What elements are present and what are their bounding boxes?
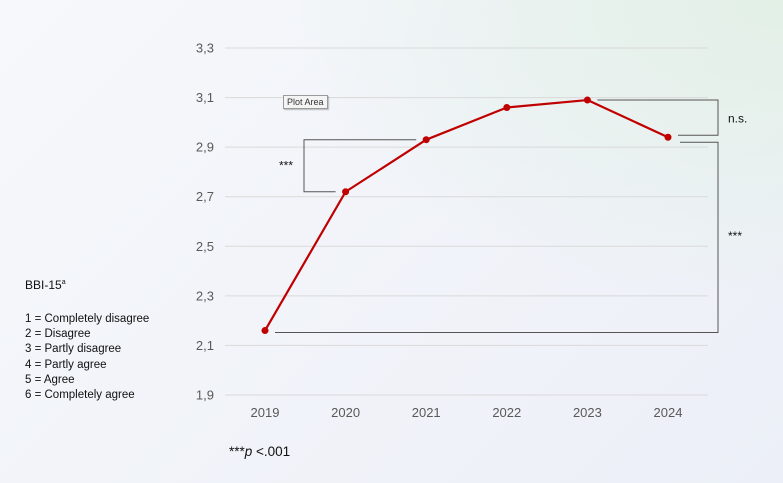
legend-item: 2 = Disagree: [25, 328, 91, 341]
significance-note: ***p <.001: [229, 444, 291, 459]
bracket-2020-2021: [303, 139, 417, 193]
data-series: [261, 96, 672, 335]
legend-item: 1 = Completely disagree: [25, 313, 150, 325]
data-point-2019: [261, 327, 269, 335]
y-tick-label: 2,5: [196, 239, 214, 254]
series-line: [264, 98, 669, 332]
data-point-2023: [583, 96, 591, 104]
bracket-label-2023-2024: n.s.: [728, 112, 747, 126]
legend-items: 1 = Completely disagree 2 = Disagree 3 = P…: [25, 312, 149, 403]
x-tick-label: 2024: [654, 405, 683, 420]
x-tick-label: 2022: [492, 405, 521, 420]
x-tick-label: 2023: [573, 405, 602, 420]
legend-item: 4 = Partly agree: [25, 358, 107, 371]
y-tick-label: 2,3: [196, 288, 214, 303]
x-tick-label: 2021: [412, 405, 441, 420]
legend-item: 3 = Partly disagree: [25, 343, 122, 356]
plot-area-tooltip: Plot Area: [283, 95, 328, 109]
data-point-2021: [422, 136, 430, 144]
y-tick-label: 1,9: [196, 388, 214, 403]
y-tick-label: 2,1: [196, 338, 214, 353]
bracket-label-2020-2021: ***: [279, 159, 293, 173]
bracket-2019-2024: [275, 141, 719, 334]
significance-brackets: *** n.s. ***: [275, 99, 747, 334]
x-tick-label: 2020: [331, 405, 360, 420]
legend-item: 6 = Completely agree: [25, 389, 135, 402]
bracket-2023-2024: [597, 99, 719, 136]
x-axis-ticks: 2019 2020 2021 2022 2023 2024: [251, 405, 683, 420]
bracket-label-2019-2024: ***: [728, 229, 742, 243]
data-point-2020: [342, 188, 350, 196]
data-point-2024: [664, 133, 672, 141]
y-tick-label: 3,1: [196, 90, 214, 105]
legend-item: 5 = Agree: [25, 373, 75, 386]
scale-legend: BBI-15a 1 = Completely disagree 2 = Disag…: [25, 278, 149, 403]
y-tick-label: 2,9: [196, 140, 214, 155]
y-tick-label: 3,3: [196, 41, 214, 56]
legend-title: BBI-15a: [25, 278, 66, 292]
data-point-2022: [503, 103, 511, 111]
y-axis-ticks: 1,9 2,1 2,3 2,5 2,7 2,9 3,1 3,3: [196, 41, 214, 403]
y-tick-label: 2,7: [196, 189, 214, 204]
x-tick-label: 2019: [251, 405, 280, 420]
